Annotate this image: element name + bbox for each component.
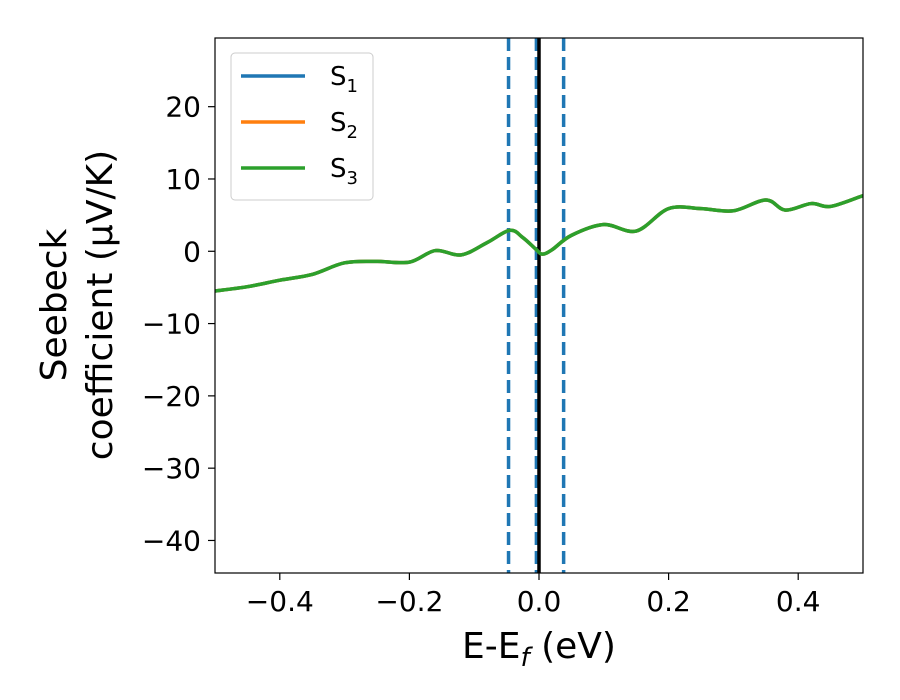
y-axis-label-line1: Seebeck <box>34 228 75 381</box>
x-tick-label: −0.4 <box>246 585 314 618</box>
x-tick-label: 0.0 <box>517 585 562 618</box>
y-tick-label: 10 <box>165 163 201 196</box>
x-axis-label: E-Ef (eV) <box>462 626 616 673</box>
series-line-s3 <box>214 193 864 293</box>
x-tick-label: 0.4 <box>776 585 821 618</box>
y-tick-label: −10 <box>142 308 201 341</box>
y-tick-label: −20 <box>142 380 201 413</box>
y-axis-ticks: −40 −30 −20 −10 0 10 20 <box>142 91 215 557</box>
y-tick-label: 20 <box>165 91 201 124</box>
legend-box <box>230 52 374 201</box>
y-axis-label-line2: coefficient (μV/K) <box>80 150 121 460</box>
y-tick-label: −30 <box>142 452 201 485</box>
reference-lines <box>506 38 566 573</box>
legend-label-s2: S2 <box>330 108 358 143</box>
x-tick-label: −0.2 <box>375 585 443 618</box>
legend-label-s3: S3 <box>330 154 358 189</box>
x-axis-ticks: −0.4 −0.2 0.0 0.2 0.4 <box>246 573 821 618</box>
series-lines <box>214 193 864 293</box>
y-tick-label: −40 <box>142 524 201 557</box>
legend-label-s1: S1 <box>330 62 358 97</box>
y-tick-label: 0 <box>183 235 201 268</box>
x-tick-label: 0.2 <box>646 585 691 618</box>
legend: S1 S2 S3 <box>230 52 374 201</box>
